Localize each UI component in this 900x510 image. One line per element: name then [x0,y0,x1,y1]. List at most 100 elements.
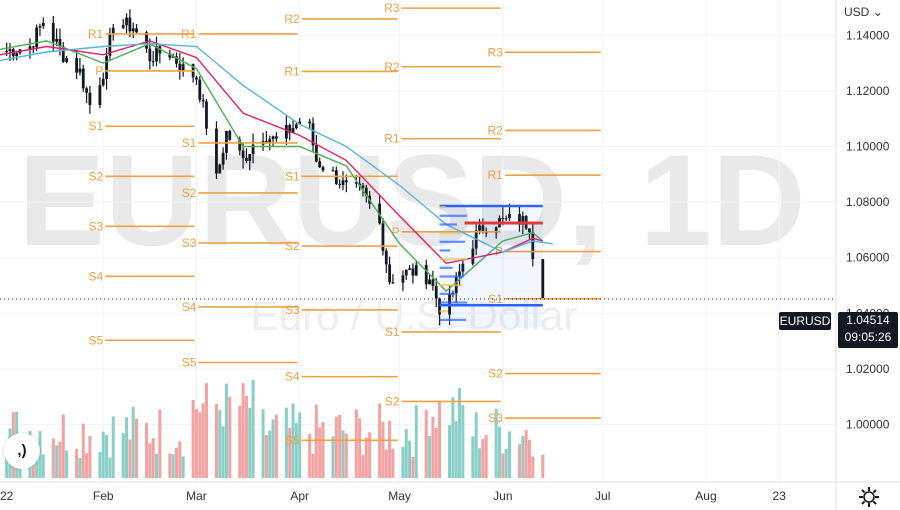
candle-body [58,39,62,47]
price-tick-label: 1.10000 [846,140,890,154]
volume-bar [85,453,89,478]
volume-bar [251,379,255,478]
volume-bar [308,433,312,478]
volume-bar [354,409,358,478]
volume-bar [41,454,45,478]
candle-body [5,50,9,52]
pivot-label: R2 [487,123,503,137]
candle-body [344,180,348,183]
pivot-label: S1 [182,136,197,150]
volume-bar [344,433,348,478]
volume-profile-row [439,214,467,217]
pivot-label: R1 [384,132,400,146]
volume-profile-row [439,258,468,261]
pivot-label: S2 [488,367,503,381]
pivot-label: R1 [487,168,503,182]
candle-body [381,223,385,251]
volume-bar [268,430,272,478]
pivot-label: R1 [181,27,197,41]
candle-body [291,128,295,133]
candle-body [521,216,525,225]
candle-body [98,85,102,106]
candle-body [354,182,358,184]
volume-bar [218,409,222,478]
candle-body [311,123,315,146]
candle-body [434,285,438,299]
price-tick-label: 1.02000 [846,362,890,376]
time-tick-label: May [388,489,411,503]
volume-bar [438,401,442,478]
candle-body [284,125,288,139]
candle-body [35,27,39,48]
volume-bar [204,383,208,478]
candle-body [341,180,345,186]
currency-selector[interactable]: USD ⌄ [844,5,883,19]
candle-body [241,150,245,158]
candle-body [228,130,232,140]
pivot-label: R1 [284,64,300,78]
volume-bar [98,452,102,478]
candle-body [388,264,392,283]
volume-bar [368,432,372,478]
symbol-badge: EURUSD [779,312,831,330]
time-tick-label: Mar [186,489,207,503]
candle-body [294,124,298,129]
tradingview-logo[interactable]: ,) [4,433,40,469]
candle-body [401,275,405,283]
pivot-label: S5 [89,333,104,347]
volume-bar [338,414,342,478]
volume-bar [228,396,232,478]
volume-bar [248,407,252,478]
candle-body [504,218,508,220]
candle-body [338,183,342,186]
currency-label: USD [844,5,870,19]
volume-bar [135,418,139,478]
volume-bar [541,454,545,478]
candle-body [411,268,415,276]
volume-bar [358,418,362,478]
price-tick-label: 1.00000 [846,417,890,431]
pivot-label: P [495,245,503,259]
candle-body [238,139,242,151]
volume-bar [261,409,265,478]
candle-body [65,58,68,62]
pivot-label: R1 [88,27,104,41]
volume-bar [151,438,155,478]
volume-bars [5,379,545,478]
volume-bar [111,416,115,478]
volume-bar [125,417,129,478]
volume-profile-row [439,284,463,287]
candle-body [541,259,545,300]
logo-mark: ,) [17,442,27,459]
volume-bar [531,456,535,478]
time-tick-label: Jun [493,489,512,503]
pivot-label: S4 [89,269,104,283]
volume-bar [174,447,178,478]
price-tick-label: 1.06000 [846,251,890,265]
candle-body [151,61,155,63]
candle-body [414,265,418,276]
candle-body [431,279,435,286]
volume-bar [507,431,511,478]
volume-bar [171,454,175,478]
settings-gear-icon[interactable] [856,484,882,510]
candle-body [128,17,132,32]
volume-bar [61,414,65,478]
candle-body [28,46,32,50]
volume-bar [404,428,408,478]
volume-bar [274,414,278,478]
candle-body [321,167,325,171]
volume-bar [191,399,195,478]
pivot-label: R2 [384,60,400,74]
time-tick-label: Feb [93,489,114,503]
chevron-down-icon: ⌄ [872,5,883,19]
volume-bar [214,403,218,478]
candle-body [471,248,475,264]
candle-body [494,227,498,233]
volume-profile-row [439,301,468,304]
pivot-label: P [392,225,400,239]
volume-bar [478,448,482,478]
candle-body [51,22,55,42]
